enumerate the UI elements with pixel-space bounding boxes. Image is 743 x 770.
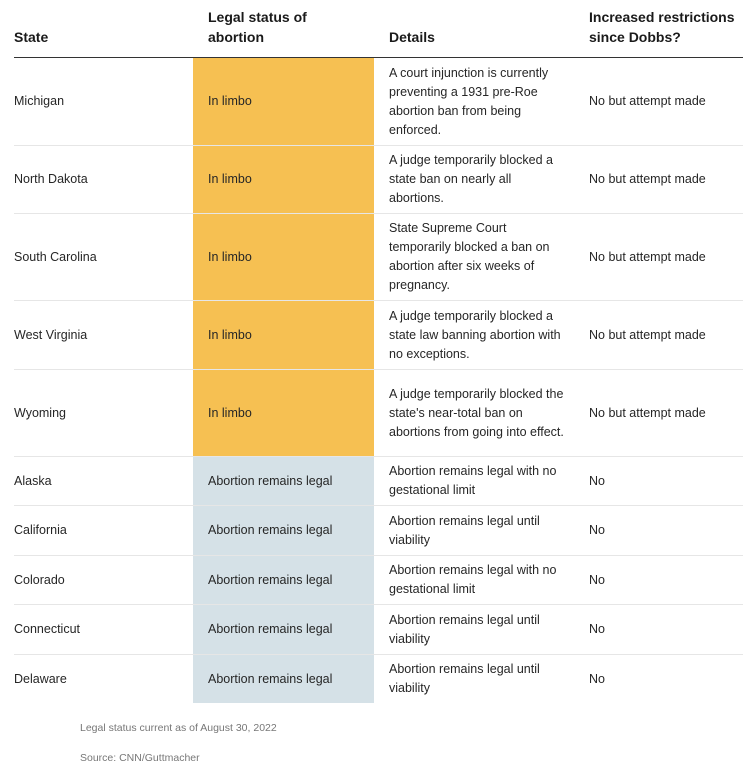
state-cell-wrap: Connecticut [14,605,184,654]
state-cell-wrap: Colorado [14,556,184,604]
table-row: Delaware Abortion remains legal Abortion r… [14,655,743,703]
details-cell-wrap: A judge temporarily blocked a state ban … [389,146,569,213]
restrictions-cell: No but attempt made [589,94,706,108]
header-restrictions: Increased restrictions since Dobbs? [589,9,735,45]
status-cell: In limbo [208,405,252,420]
status-cell: In limbo [208,94,252,108]
state-cell: Michigan [14,94,65,108]
header-details: Details [389,29,435,45]
restrictions-cell: No but attempt made [589,172,706,186]
details-cell-wrap: Abortion remains legal with no gestation… [389,457,569,505]
state-cell: Delaware [14,671,67,686]
details-cell-wrap: Abortion remains legal until viability [389,506,569,555]
details-cell-wrap: State Supreme Court temporarily blocked … [389,214,569,300]
state-cell: Alaska [14,473,52,488]
details-cell-wrap: Abortion remains legal with no gestation… [389,556,569,604]
restrictions-cell-wrap: No [589,655,743,703]
restrictions-cell: No [589,523,605,537]
restrictions-cell: No but attempt made [589,405,706,420]
state-cell-wrap: California [14,506,184,555]
table-row: California Abortion remains legal Abortion… [14,506,743,556]
status-cell: Abortion remains legal [208,523,333,537]
details-cell-wrap: Abortion remains legal until viability [389,655,569,703]
state-cell-wrap: South Carolina [14,214,184,300]
restrictions-cell-wrap: No [589,506,743,555]
table-row: Michigan In limbo A court injunction is cu… [14,58,743,146]
status-cell: Abortion remains legal [208,572,333,587]
state-cell-wrap: Michigan [14,58,184,145]
details-cell: Abortion remains legal with no gestation… [389,464,557,497]
status-cell: In limbo [208,249,252,264]
state-cell-wrap: Wyoming [14,370,184,456]
state-cell: California [14,523,67,537]
header-state: State [14,29,49,45]
restrictions-cell-wrap: No but attempt made [589,146,743,213]
details-cell: Abortion remains legal with no gestation… [389,563,557,596]
status-cell-wrap: In limbo [193,370,374,456]
details-cell: Abortion remains legal until viability [389,612,540,646]
details-cell-wrap: Abortion remains legal until viability [389,605,569,654]
restrictions-cell-wrap: No [589,605,743,654]
state-cell: Connecticut [14,622,81,636]
state-cell: North Dakota [14,172,88,186]
table-header: State Legal status of abortion Details I… [14,0,743,58]
status-cell-wrap: In limbo [193,58,374,145]
status-cell-wrap: Abortion remains legal [193,655,374,703]
state-cell-wrap: North Dakota [14,146,184,213]
status-cell: In limbo [208,172,252,186]
details-cell: A court injunction is currently preventi… [389,65,549,137]
status-cell-wrap: In limbo [193,214,374,300]
status-cell-wrap: Abortion remains legal [193,605,374,654]
state-cell: South Carolina [14,249,97,264]
details-cell: A judge temporarily blocked a state law … [389,308,561,361]
details-cell: State Supreme Court temporarily blocked … [389,221,550,292]
restrictions-cell-wrap: No but attempt made [589,214,743,300]
details-cell-wrap: A judge temporarily blocked a state law … [389,301,569,369]
restrictions-cell-wrap: No but attempt made [589,370,743,456]
table-row: Wyoming In limbo A judge temporarily block… [14,370,743,457]
details-cell-wrap: A court injunction is currently preventi… [389,58,569,145]
status-cell-wrap: Abortion remains legal [193,556,374,604]
table-row: West Virginia In limbo A judge temporarily… [14,301,743,370]
table-row: South Carolina In limbo State Supreme Cour… [14,214,743,301]
details-cell: A judge temporarily blocked a state ban … [389,153,553,205]
restrictions-cell-wrap: No [589,556,743,604]
state-cell-wrap: West Virginia [14,301,184,369]
restrictions-cell: No [589,473,605,488]
restrictions-cell-wrap: No but attempt made [589,58,743,145]
status-cell-wrap: Abortion remains legal [193,457,374,505]
restrictions-cell-wrap: No but attempt made [589,301,743,369]
status-cell: Abortion remains legal [208,671,333,686]
status-cell-wrap: In limbo [193,146,374,213]
restrictions-cell: No but attempt made [589,327,706,342]
status-cell-wrap: In limbo [193,301,374,369]
table-row: Alaska Abortion remains legal Abortion rem… [14,457,743,506]
table-row: Colorado Abortion remains legal Abortion r… [14,556,743,605]
details-cell: Abortion remains legal until viability [389,662,540,695]
state-cell-wrap: Delaware [14,655,184,703]
restrictions-cell: No [589,622,605,636]
state-cell: West Virginia [14,327,88,342]
table-row: Connecticut Abortion remains legal Abortio… [14,605,743,655]
state-cell: Colorado [14,572,65,587]
details-cell: Abortion remains legal until viability [389,513,540,547]
restrictions-cell-wrap: No [589,457,743,505]
table-row: North Dakota In limbo A judge temporarily … [14,146,743,214]
restrictions-cell: No but attempt made [589,249,706,264]
status-cell: In limbo [208,327,252,342]
restrictions-cell: No [589,572,605,587]
state-cell: Wyoming [14,405,66,420]
status-note: Legal status current as of August 30, 20… [80,722,277,734]
details-cell: A judge temporarily blocked the state's … [389,386,564,439]
status-cell-wrap: Abortion remains legal [193,506,374,555]
header-status: Legal status of abortion [208,9,307,45]
status-cell: Abortion remains legal [208,473,333,488]
status-cell: Abortion remains legal [208,622,333,636]
details-cell-wrap: A judge temporarily blocked the state's … [389,370,569,456]
abortion-status-table: State Legal status of abortion Details I… [14,0,743,703]
restrictions-cell: No [589,671,605,686]
state-cell-wrap: Alaska [14,457,184,505]
source-note: Source: CNN/Guttmacher [80,752,200,764]
